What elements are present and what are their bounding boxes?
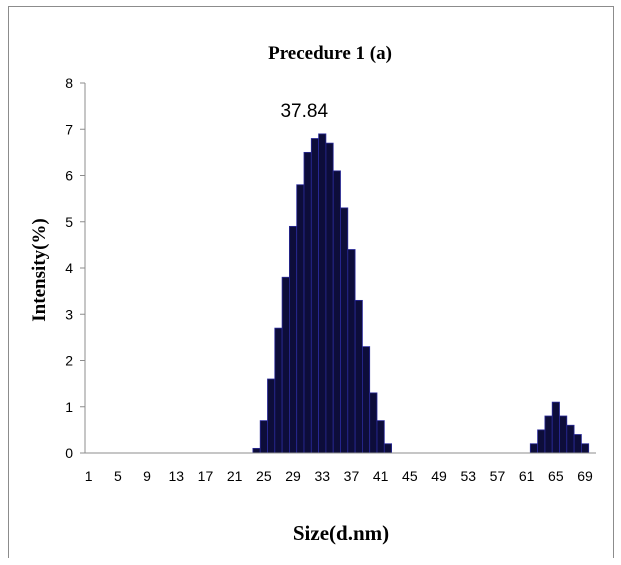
y-tick-label: 1 xyxy=(65,399,73,415)
x-tick-label: 17 xyxy=(198,468,214,484)
y-tick-label: 2 xyxy=(65,353,73,369)
x-tick-label: 37 xyxy=(344,468,360,484)
y-tick-label: 7 xyxy=(65,121,73,137)
x-tick-label: 45 xyxy=(402,468,418,484)
bar-65 xyxy=(551,401,560,454)
bar-29 xyxy=(288,225,298,454)
bar-28 xyxy=(281,276,290,454)
x-tick-label: 33 xyxy=(314,468,330,484)
bar-39 xyxy=(361,346,371,454)
bar-36 xyxy=(340,207,349,454)
bar-42 xyxy=(383,443,392,454)
bar-24 xyxy=(252,447,261,454)
x-tick-label: 25 xyxy=(256,468,272,484)
x-tick-label: 65 xyxy=(548,468,564,484)
x-tick-label: 61 xyxy=(519,468,535,484)
bar-30 xyxy=(296,184,305,454)
x-tick-labels: 1 5 9 13 17 21 25 29 33 37 41 45 49 53 57 61 65 69 xyxy=(85,468,593,484)
bars-group xyxy=(252,133,590,454)
y-tick-label: 8 xyxy=(65,75,73,91)
x-tick-label: 69 xyxy=(577,468,593,484)
peak-data-label: 37.84 xyxy=(280,101,328,122)
x-tick-label: 49 xyxy=(431,468,447,484)
bar-62 xyxy=(529,443,538,454)
x-tick-label: 1 xyxy=(85,468,93,484)
bar-66 xyxy=(559,415,568,454)
bar-27 xyxy=(274,327,283,454)
x-tick-label: 57 xyxy=(490,468,506,484)
x-axis-label: Size(d.nm) xyxy=(293,521,389,545)
bar-67 xyxy=(566,424,575,454)
y-tick-label: 6 xyxy=(65,168,73,184)
bar-31 xyxy=(303,151,312,454)
bar-35 xyxy=(332,170,341,454)
bar-33 xyxy=(318,133,327,454)
x-tick-label: 41 xyxy=(373,468,389,484)
y-tick-label: 0 xyxy=(65,445,73,461)
y-tick-label: 3 xyxy=(65,306,73,322)
x-tick-label: 53 xyxy=(460,468,476,484)
y-tick-label: 4 xyxy=(65,260,73,276)
bar-63 xyxy=(537,429,546,454)
chart-title: Precedure 1 (a) xyxy=(268,43,392,64)
bar-64 xyxy=(544,415,553,454)
x-tick-label: 5 xyxy=(114,468,122,484)
bar-37 xyxy=(347,249,356,454)
bar-68 xyxy=(573,434,582,454)
y-tick-labels: 0 1 2 3 4 5 6 7 8 xyxy=(65,75,85,461)
bar-38 xyxy=(354,299,363,454)
x-tick-label: 21 xyxy=(227,468,243,484)
chart-frame xyxy=(8,6,614,558)
x-tick-label: 13 xyxy=(168,468,184,484)
bar-34 xyxy=(325,142,334,454)
x-tick-label: 9 xyxy=(143,468,151,484)
y-tick-label: 5 xyxy=(65,214,73,230)
x-tick-label: 29 xyxy=(285,468,301,484)
bar-25 xyxy=(259,420,268,454)
y-axis-label: Intensity(%) xyxy=(29,218,50,321)
bar-69 xyxy=(581,443,590,454)
bar-26 xyxy=(267,378,276,454)
bar-32 xyxy=(310,138,319,454)
bar-40 xyxy=(369,392,378,454)
bar-41 xyxy=(376,420,385,454)
